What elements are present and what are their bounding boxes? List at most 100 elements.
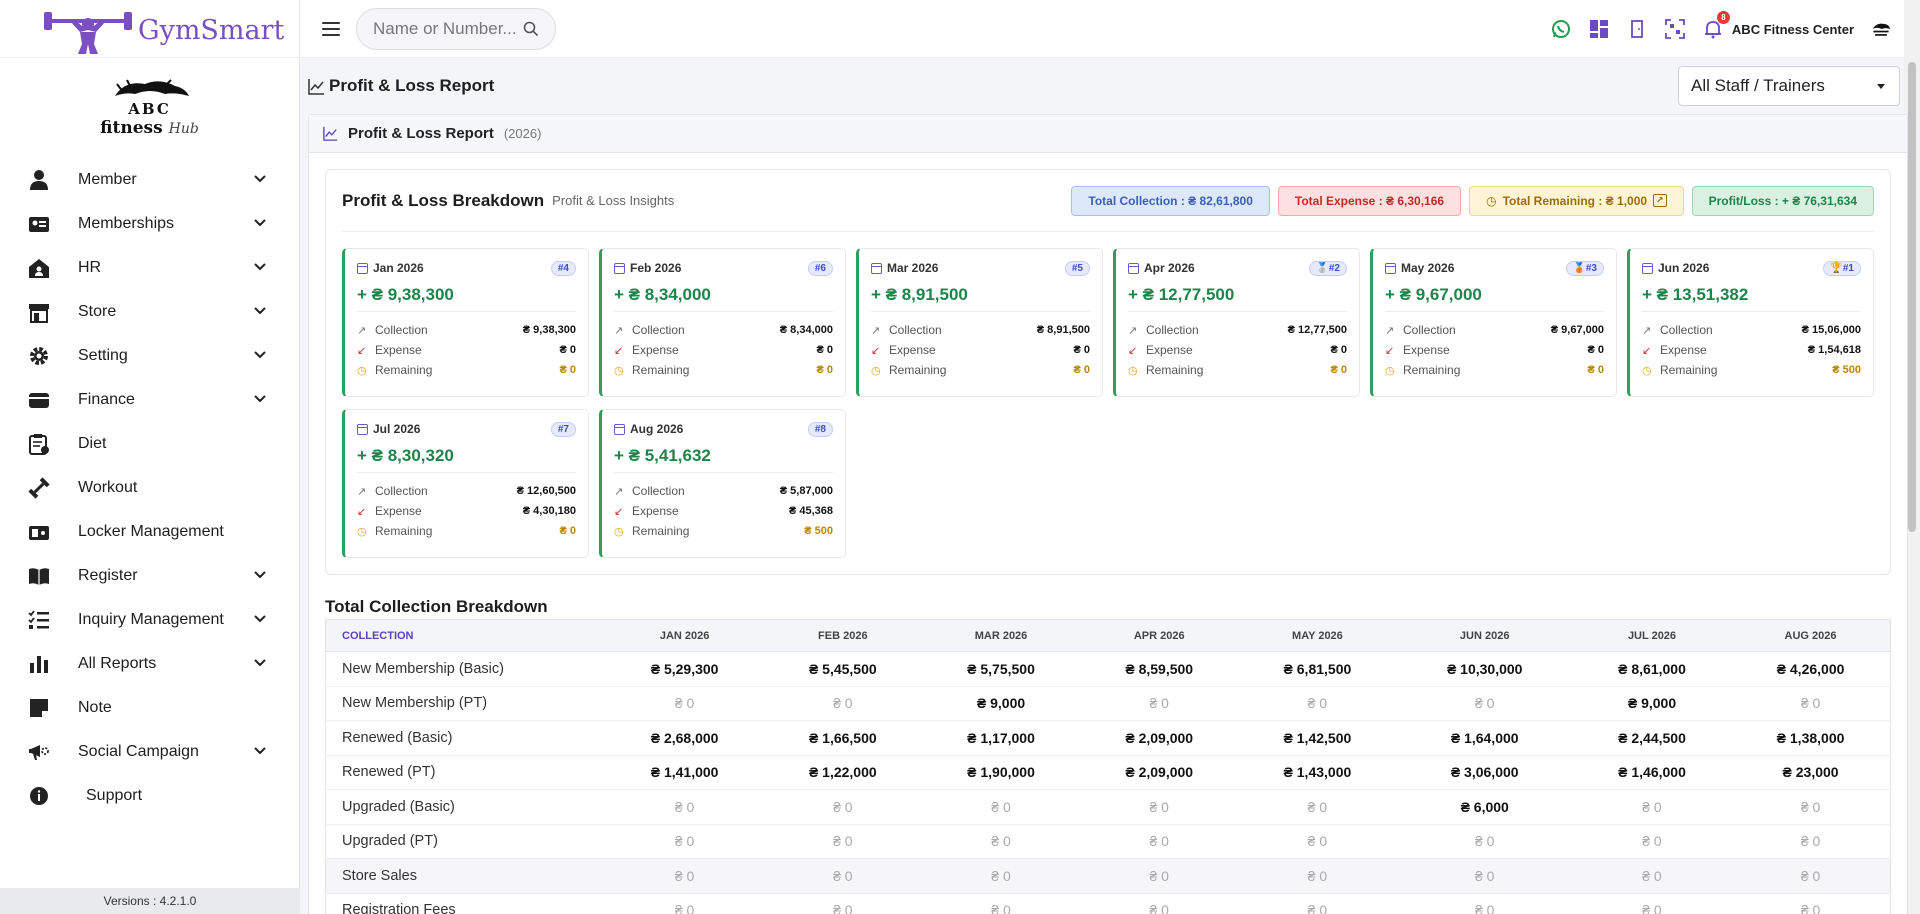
sidebar-item-memberships[interactable]: Memberships bbox=[0, 202, 299, 246]
month-card-header: Jun 2026 🏆#1 bbox=[1642, 259, 1861, 277]
table-cell: ₴ 0 bbox=[1238, 686, 1397, 721]
total-remaining-badge[interactable]: ◷ Total Remaining : ₴ 1,000 ↗ bbox=[1469, 185, 1684, 216]
table-cell: ₴ 0 bbox=[921, 858, 1081, 894]
table-cell: ₴ 0 bbox=[1396, 686, 1573, 721]
sidebar-item-social-campaign[interactable]: Social Campaign bbox=[0, 730, 299, 774]
month-expense-row: ↙ Expense ₴ 0 bbox=[1385, 343, 1604, 357]
sidebar-item-locker-management[interactable]: Locker Management bbox=[0, 510, 299, 554]
page-scrollbar[interactable] bbox=[1904, 0, 1920, 914]
month-card-header: Jan 2026 #4 bbox=[357, 259, 576, 277]
rank-badge: #8 bbox=[807, 421, 833, 437]
month-card[interactable]: Aug 2026 #8 + ₴ 5,41,632 ↗ Collection ₴ 5,87,… bbox=[599, 409, 846, 558]
month-card-header: Mar 2026 #5 bbox=[871, 259, 1090, 277]
sidebar-item-workout[interactable]: Workout bbox=[0, 466, 299, 510]
column-header-month: FEB 2026 bbox=[763, 619, 922, 652]
table-row: Upgraded (Basic) ₴ 0 ₴ 0 ₴ 0 ₴ 0 ₴ 0 ₴ 6,000 ₴ … bbox=[325, 789, 1891, 825]
chevron-down-icon[interactable] bbox=[253, 304, 269, 320]
table-cell: ₴ 0 bbox=[763, 893, 922, 914]
row-label: Store Sales bbox=[325, 858, 606, 894]
month-expense-row: ↙ Expense ₴ 45,368 bbox=[614, 504, 833, 518]
search-box[interactable] bbox=[356, 7, 556, 50]
month-collection-row: ↗ Collection ₴ 9,38,300 bbox=[357, 323, 576, 337]
table-cell: ₴ 5,45,500 bbox=[763, 651, 922, 687]
sidebar-item-register[interactable]: Register bbox=[0, 554, 299, 598]
version-label: Versions : 4.2.1.0 bbox=[0, 888, 300, 914]
sidebar-item-label: Register bbox=[78, 567, 138, 584]
chevron-down-icon[interactable] bbox=[253, 216, 269, 232]
month-card[interactable]: Mar 2026 #5 + ₴ 8,91,500 ↗ Collection ₴ 8,91,… bbox=[856, 248, 1103, 397]
month-expense-row: ↙ Expense ₴ 0 bbox=[1128, 343, 1347, 357]
row-label: Upgraded (Basic) bbox=[325, 789, 606, 825]
table-cell: ₴ 2,68,000 bbox=[605, 720, 764, 756]
month-card[interactable]: Apr 2026 🥈#2 + ₴ 12,77,500 ↗ Collection ₴ 12,… bbox=[1113, 248, 1360, 397]
chevron-down-icon[interactable] bbox=[253, 392, 269, 408]
table-cell: ₴ 1,41,000 bbox=[605, 755, 764, 790]
bar-chart-icon bbox=[26, 651, 52, 677]
external-link-icon[interactable]: ↗ bbox=[1653, 194, 1667, 207]
month-label: Feb 2026 bbox=[614, 261, 681, 275]
sidebar-item-support[interactable]: Support bbox=[0, 774, 299, 818]
sidebar-item-label: Finance bbox=[78, 391, 135, 408]
center-logo-icon[interactable] bbox=[1870, 18, 1892, 40]
sidebar-item-setting[interactable]: Setting bbox=[0, 334, 299, 378]
arrow-down-left-icon: ↙ bbox=[1385, 344, 1395, 357]
month-card[interactable]: May 2026 🥉#3 + ₴ 9,67,000 ↗ Collection ₴ 9,67… bbox=[1370, 248, 1617, 397]
hamburger-menu-icon[interactable] bbox=[322, 21, 340, 36]
arrow-down-left-icon: ↙ bbox=[357, 505, 367, 518]
search-input[interactable] bbox=[373, 18, 523, 39]
month-card[interactable]: Jul 2026 #7 + ₴ 8,30,320 ↗ Collection ₴ 12,60… bbox=[342, 409, 589, 558]
sidebar-item-finance[interactable]: Finance bbox=[0, 378, 299, 422]
sidebar-item-label: Social Campaign bbox=[78, 743, 199, 760]
table-cell: ₴ 0 bbox=[1731, 824, 1891, 859]
sidebar-item-note[interactable]: Note bbox=[0, 686, 299, 730]
table-cell: ₴ 0 bbox=[1572, 858, 1732, 894]
center-name[interactable]: ABC Fitness Center bbox=[1731, 21, 1854, 37]
column-header-month: AUG 2026 bbox=[1731, 619, 1891, 652]
month-label: Jul 2026 bbox=[357, 422, 420, 436]
arrow-up-right-icon: ↗ bbox=[871, 324, 881, 337]
calendar-icon bbox=[357, 262, 368, 274]
month-remaining-row: ◷ Remaining ₴ 500 bbox=[1642, 363, 1861, 377]
breakdown-title: Profit & Loss Breakdown bbox=[342, 190, 545, 210]
list-check-icon bbox=[26, 607, 52, 633]
table-row: Upgraded (PT) ₴ 0 ₴ 0 ₴ 0 ₴ 0 ₴ 0 ₴ 0 ₴ 0 ₴ 0 bbox=[325, 824, 1891, 859]
bell-icon[interactable]: 8 bbox=[1702, 11, 1730, 40]
search-icon[interactable] bbox=[523, 21, 539, 37]
table-cell: ₴ 1,42,500 bbox=[1238, 720, 1397, 756]
sidebar-item-all-reports[interactable]: All Reports bbox=[0, 642, 299, 686]
arrow-down-left-icon: ↙ bbox=[357, 344, 367, 357]
column-header-month: JUL 2026 bbox=[1572, 619, 1732, 652]
month-remaining-row: ◷ Remaining ₴ 0 bbox=[357, 363, 576, 377]
column-header-month: JUN 2026 bbox=[1396, 619, 1573, 652]
sidebar-item-inquiry-management[interactable]: Inquiry Management bbox=[0, 598, 299, 642]
clock-icon: ◷ bbox=[357, 525, 367, 538]
sidebar-item-store[interactable]: Store bbox=[0, 290, 299, 334]
row-label: Upgraded (PT) bbox=[325, 824, 606, 859]
book-icon bbox=[26, 563, 52, 589]
chevron-down-icon[interactable] bbox=[253, 612, 269, 628]
chevron-down-icon[interactable] bbox=[253, 172, 269, 188]
table-cell: ₴ 0 bbox=[1731, 893, 1891, 914]
chevron-down-icon[interactable] bbox=[253, 656, 269, 672]
door-icon[interactable] bbox=[1626, 18, 1648, 40]
report-card: Profit & Loss Report (2026) Profit & Los… bbox=[308, 114, 1908, 914]
month-card[interactable]: Jun 2026 🏆#1 + ₴ 13,51,382 ↗ Collection ₴ 15,… bbox=[1627, 248, 1874, 397]
table-cell: ₴ 8,59,500 bbox=[1080, 651, 1239, 687]
brand-logo[interactable]: GymSmart bbox=[0, 0, 299, 58]
sidebar-item-hr[interactable]: HR bbox=[0, 246, 299, 290]
month-card[interactable]: Jan 2026 #4 + ₴ 9,38,300 ↗ Collection ₴ 9,38,… bbox=[342, 248, 589, 397]
qr-scan-icon[interactable] bbox=[1664, 18, 1686, 40]
whatsapp-icon[interactable] bbox=[1550, 18, 1572, 40]
chevron-down-icon[interactable] bbox=[253, 568, 269, 584]
sidebar-item-diet[interactable]: Diet bbox=[0, 422, 299, 466]
table-cell: ₴ 0 bbox=[1396, 893, 1573, 914]
dashboard-icon[interactable] bbox=[1588, 18, 1610, 40]
report-title: Profit & Loss Report bbox=[348, 125, 494, 142]
chevron-down-icon[interactable] bbox=[253, 744, 269, 760]
sidebar-item-member[interactable]: Member bbox=[0, 158, 299, 202]
chevron-down-icon[interactable] bbox=[253, 348, 269, 364]
chevron-down-icon[interactable] bbox=[253, 260, 269, 276]
staff-filter-select[interactable]: All Staff / Trainers bbox=[1678, 66, 1900, 106]
arrow-up-right-icon: ↗ bbox=[1642, 324, 1652, 337]
month-card[interactable]: Feb 2026 #6 + ₴ 8,34,000 ↗ Collection ₴ 8,34,… bbox=[599, 248, 846, 397]
